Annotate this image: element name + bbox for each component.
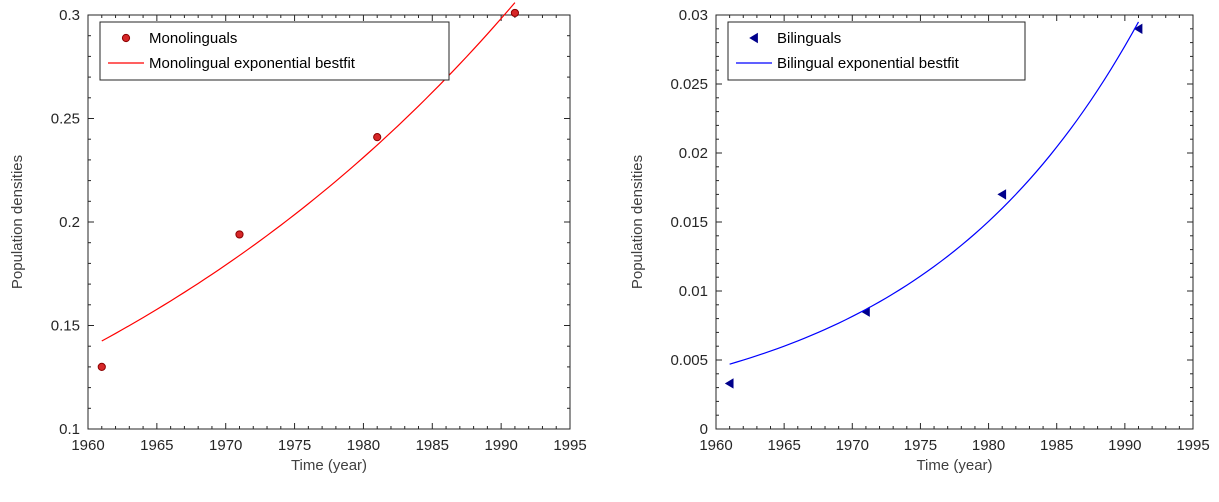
mono-data-point — [510, 8, 520, 18]
legend-box — [99, 21, 450, 81]
x-tick-label: 1990 — [484, 437, 517, 454]
bi-data-point — [1133, 23, 1143, 35]
x-tick-label: 1980 — [972, 437, 1005, 454]
x-tick-label: 1975 — [904, 437, 937, 454]
mono-data-point — [97, 362, 106, 371]
y-tick-label: 0.1 — [59, 421, 80, 438]
x-tick-label: 1970 — [209, 437, 242, 454]
legend-entry-label: Bilingual exponential bestfit — [777, 55, 960, 72]
legend: Bilinguals Bilingual exponential bestfit — [727, 21, 1026, 81]
monolingual-chart-panel: 1960 1965 1970 1975 1980 1985 1990 1995 0.1 0.15 0… — [9, 2, 587, 474]
y-tick-label: 0.15 — [51, 318, 80, 335]
x-tick-label: 1960 — [699, 437, 732, 454]
x-axis-label: Time (year) — [291, 457, 367, 474]
y-tick-label: 0.3 — [59, 7, 80, 24]
legend-marker-swatch — [121, 33, 131, 43]
x-axis-label: Time (year) — [916, 457, 992, 474]
x-tick-label: 1985 — [416, 437, 449, 454]
y-tick-label: 0.01 — [679, 283, 708, 300]
mono-data-point — [235, 230, 244, 239]
y-tick-label: 0.03 — [679, 7, 708, 24]
legend-box — [727, 21, 1026, 81]
legend-entry-label: Monolingual exponential bestfit — [149, 55, 356, 72]
legend: Monolinguals Monolingual exponential best… — [99, 21, 450, 81]
x-tick-label: 1975 — [278, 437, 311, 454]
x-tick-label: 1960 — [71, 437, 104, 454]
x-tick-label: 1995 — [1176, 437, 1209, 454]
legend-entry-label: Bilinguals — [777, 30, 841, 47]
y-axis-label: Population densities — [9, 155, 26, 289]
y-tick-label: 0.02 — [679, 145, 708, 162]
x-tick-label: 1995 — [553, 437, 586, 454]
y-tick-label: 0.2 — [59, 214, 80, 231]
x-tick-label: 1970 — [836, 437, 869, 454]
y-axis-label: Population densities — [629, 155, 646, 289]
x-tick-label: 1990 — [1108, 437, 1141, 454]
y-tick-label: 0.025 — [670, 76, 708, 93]
legend-entry-label: Monolinguals — [149, 30, 237, 47]
x-tick-label: 1965 — [140, 437, 173, 454]
bi-data-point — [724, 378, 734, 389]
x-tick-label: 1980 — [347, 437, 380, 454]
mono-data-point — [373, 133, 382, 142]
y-tick-label: 0 — [700, 421, 708, 438]
bilingual-chart-panel: 1960 1965 1970 1975 1980 1985 1990 1995 0 0.005 0.… — [629, 7, 1210, 474]
bi-bestfit-line — [729, 21, 1140, 365]
bi-data-point — [997, 189, 1007, 200]
y-tick-label: 0.25 — [51, 111, 80, 128]
legend-marker-swatch — [749, 32, 758, 44]
x-tick-label: 1985 — [1040, 437, 1073, 454]
y-tick-label: 0.005 — [670, 352, 708, 369]
y-tick-label: 0.015 — [670, 214, 708, 231]
x-tick-label: 1965 — [767, 437, 800, 454]
